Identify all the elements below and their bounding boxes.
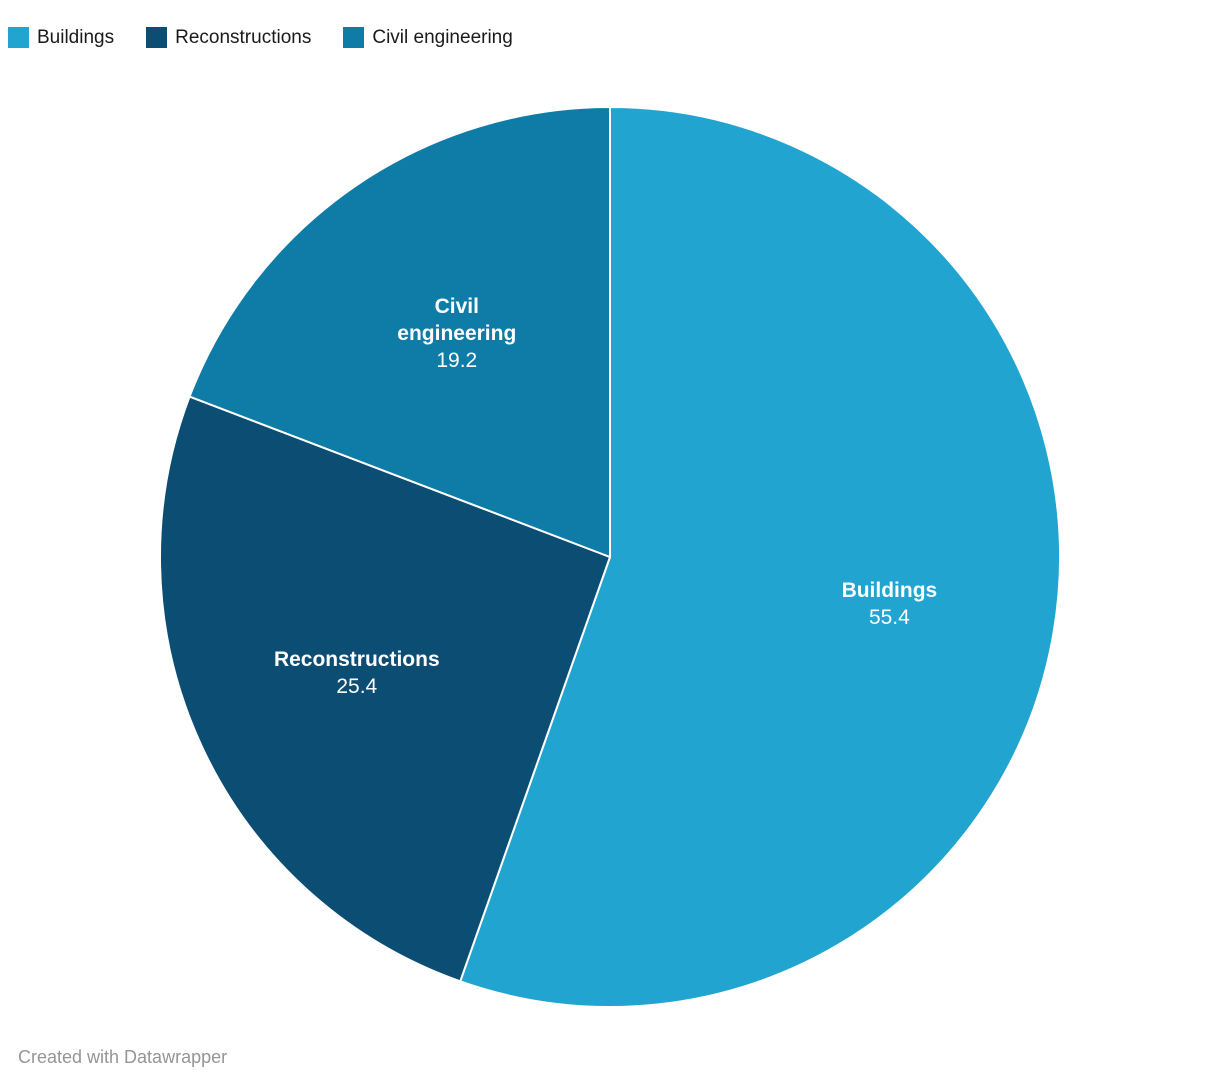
legend: Buildings Reconstructions Civil engineer…: [0, 0, 1220, 60]
pie-slice-label-reconstructions: Reconstructions 25.4: [274, 648, 440, 698]
legend-item-reconstructions: Reconstructions: [146, 26, 312, 48]
datawrapper-credit-link[interactable]: Created with Datawrapper: [18, 1047, 228, 1067]
legend-swatch-civil-engineering: [343, 26, 365, 48]
pie-chart-area: Buildings 55.4 Reconstructions 25.4 Civil eng…: [0, 60, 1220, 1020]
legend-label: Buildings: [37, 26, 115, 48]
legend-item-buildings: Buildings: [8, 26, 115, 48]
pie-chart: Buildings 55.4 Reconstructions 25.4 Civil eng…: [159, 106, 1061, 1008]
pie-slice-label-civil-engineering: Civil engineering 19.2: [397, 295, 516, 372]
pie-slice-civil-engineering[interactable]: [188, 106, 611, 558]
pie-slice-label-buildings: Buildings 55.4: [842, 579, 938, 629]
legend-label: Civil engineering: [372, 26, 513, 48]
legend-swatch-buildings: [8, 26, 29, 48]
legend-item-civil-engineering: Civil engineering: [343, 26, 513, 48]
legend-swatch-reconstructions: [146, 26, 168, 48]
pie-slice-reconstructions[interactable]: [159, 395, 611, 983]
legend-label: Reconstructions: [175, 26, 312, 48]
